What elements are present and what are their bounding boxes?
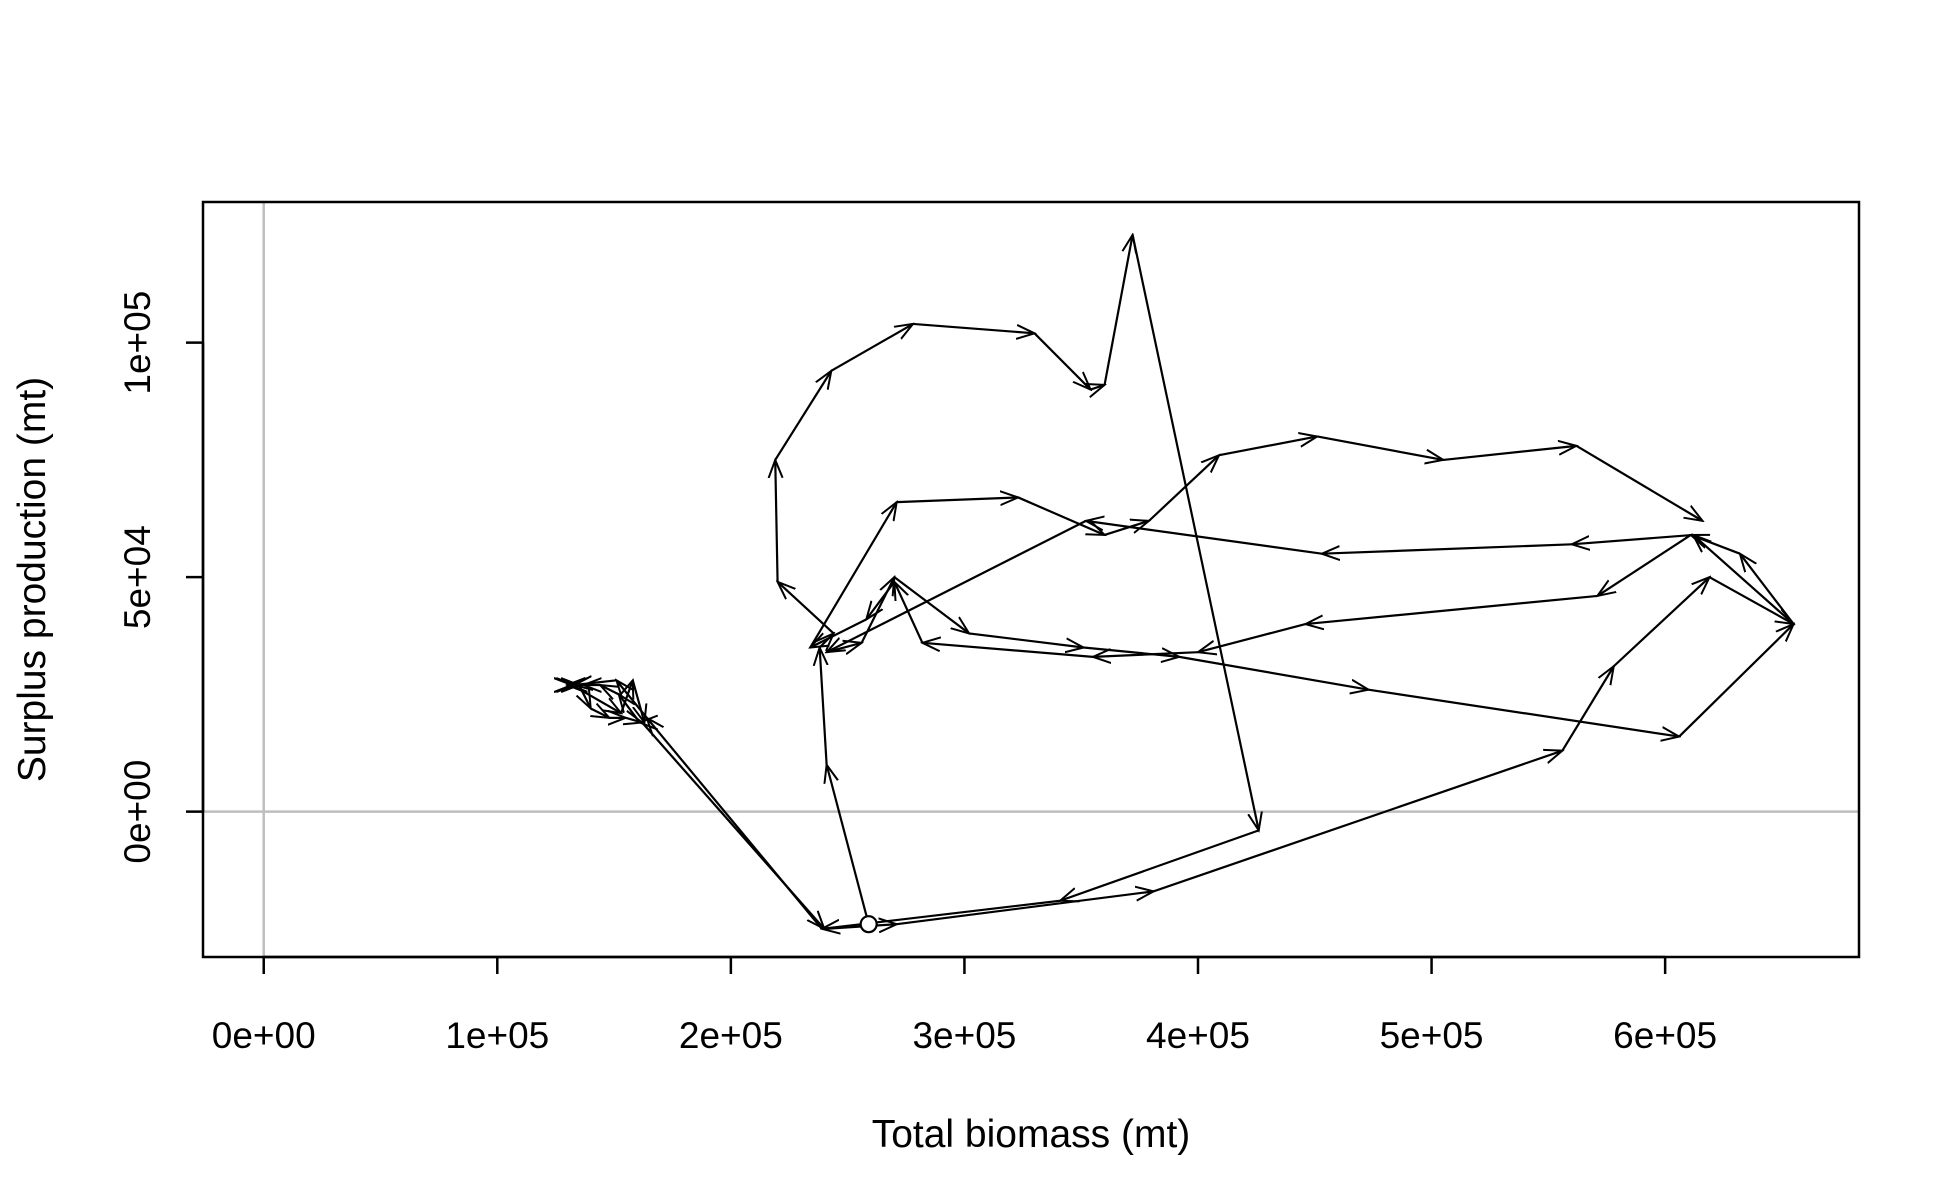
trajectory-segment — [896, 891, 1154, 926]
plot-frame — [201, 200, 1861, 959]
x-tick-label: 6e+05 — [1613, 1015, 1717, 1056]
trajectory-segment — [1033, 332, 1091, 389]
trajectory-segment — [1597, 534, 1692, 596]
start-point-marker — [859, 915, 878, 934]
trajectory-segment — [1086, 521, 1322, 555]
trajectory-segment — [1693, 535, 1795, 625]
trajectory-segment — [894, 582, 924, 644]
trajectory-segment — [1368, 688, 1680, 737]
trajectory-segment — [1198, 622, 1306, 652]
trajectory-segment — [1179, 655, 1368, 690]
trajectory-segment — [1093, 652, 1199, 657]
trajectory-segment — [810, 618, 867, 647]
trajectory-segment — [1091, 385, 1105, 390]
reference-lines — [203, 202, 1859, 957]
trajectory-segment — [1153, 751, 1563, 893]
trajectory-segment — [830, 324, 913, 372]
trajectory-segment — [1740, 554, 1795, 625]
x-tick-label: 4e+05 — [1146, 1015, 1250, 1056]
x-tick-label: 3e+05 — [912, 1015, 1016, 1056]
trajectory-segment — [1678, 624, 1793, 738]
trajectory-segment — [778, 582, 835, 635]
y-axis-title: Surplus production (mt) — [11, 377, 54, 782]
x-tick-label: 0e+00 — [212, 1015, 316, 1056]
x-tick-label: 1e+05 — [445, 1015, 549, 1056]
trajectory-segment — [826, 643, 862, 652]
trajectory-segment — [1017, 496, 1104, 535]
trajectory-segment — [1060, 829, 1260, 900]
trajectory-segment — [641, 721, 824, 929]
trajectory-segment — [1691, 535, 1741, 555]
trajectory-segment — [1131, 234, 1259, 831]
trajectory-segment — [822, 899, 1061, 929]
y-tick-label: 1e+05 — [117, 291, 158, 395]
trajectory-segment — [1561, 666, 1613, 752]
trajectory-segment — [626, 718, 642, 723]
y-tick-label: 0e+00 — [117, 760, 158, 864]
x-axis-title: Total biomass (mt) — [872, 1113, 1191, 1156]
trajectory-segment — [827, 519, 1087, 652]
y-tick-label: 5e+04 — [117, 525, 158, 629]
y-axis: 0e+00 5e+04 1e+05 — [117, 291, 205, 864]
trajectory-segment — [809, 502, 896, 649]
trajectory-segment — [1104, 521, 1149, 536]
trajectory-segment — [1443, 446, 1576, 462]
trajectory-segment — [968, 632, 1083, 647]
trajectory-segment — [1575, 444, 1702, 521]
trajectory-series — [567, 235, 1793, 932]
x-axis: 0e+00 1e+05 2e+05 3e+05 4e+05 5e+05 6e+05 — [212, 955, 1717, 1056]
trajectory-segment — [775, 460, 777, 582]
trajectory-segment — [774, 371, 831, 461]
trajectory-segment — [1316, 435, 1443, 459]
trajectory-segment — [866, 581, 896, 620]
trajectory-segment — [912, 322, 1034, 333]
trajectory-segment — [896, 497, 1018, 502]
trajectory-segment — [600, 685, 619, 694]
trajectory-segment — [1708, 576, 1794, 624]
trajectory-segment — [1148, 455, 1219, 522]
x-tick-label: 5e+05 — [1380, 1015, 1484, 1056]
trajectory-segment — [827, 765, 870, 925]
trajectory-segment — [1305, 594, 1598, 624]
trajectory-segment — [579, 684, 591, 708]
trajectory-segment — [922, 643, 1093, 658]
trajectory-segment — [1322, 543, 1572, 553]
trajectory-segment — [571, 684, 621, 713]
trajectory-segment — [591, 708, 610, 717]
trajectory-segment — [1572, 533, 1694, 544]
trajectory-segment — [1613, 577, 1710, 668]
trajectory-segment — [1218, 436, 1317, 457]
trajectory-segment — [1103, 235, 1133, 386]
x-tick-label: 2e+05 — [679, 1015, 783, 1056]
trajectory-segment — [820, 647, 827, 765]
